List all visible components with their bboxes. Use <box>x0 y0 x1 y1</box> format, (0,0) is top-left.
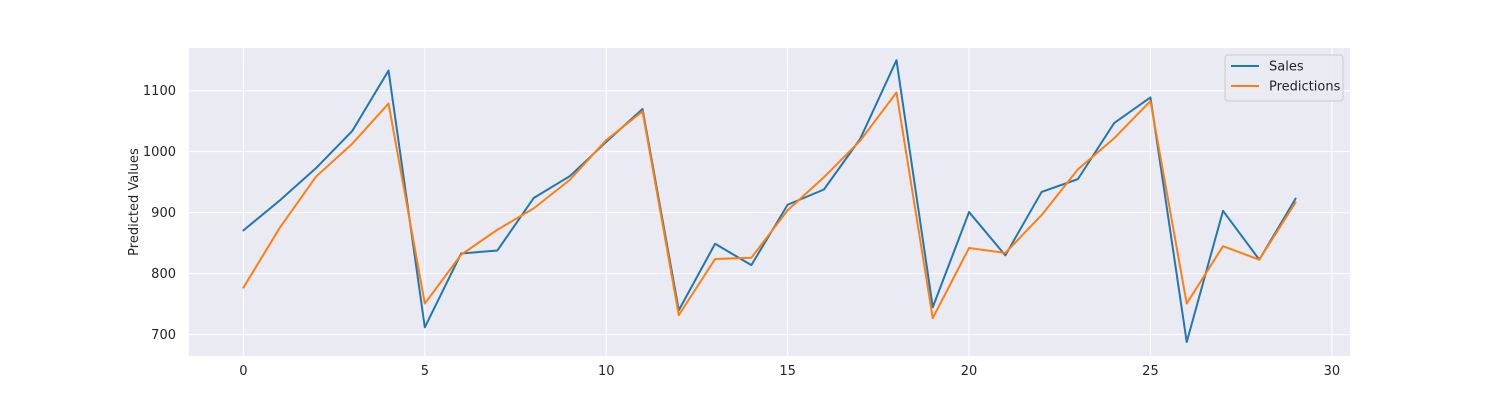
legend: Sales Predictions <box>1224 54 1344 102</box>
x-tick-label: 20 <box>961 364 978 379</box>
y-axis-ticks: 700 800 900 1000 1100 <box>143 84 176 343</box>
series-layer <box>242 59 1297 343</box>
x-axis-ticks: 0 5 10 15 20 25 30 <box>239 364 1340 379</box>
y-tick-label: 1000 <box>143 145 176 160</box>
x-tick-label: 0 <box>239 364 247 379</box>
legend-label-predictions: Predictions <box>1269 80 1341 95</box>
y-tick-label: 1100 <box>143 84 176 99</box>
series-line-predictions <box>242 91 1297 320</box>
y-tick-label: 700 <box>151 328 176 343</box>
plot-area <box>189 48 1350 356</box>
x-tick-label: 5 <box>421 364 429 379</box>
legend-label-sales: Sales <box>1269 60 1304 75</box>
y-axis-label: Predicted Values <box>127 148 142 256</box>
x-tick-label: 25 <box>1142 364 1159 379</box>
x-tick-label: 10 <box>598 364 615 379</box>
y-tick-label: 900 <box>151 206 176 221</box>
x-tick-label: 15 <box>779 364 796 379</box>
x-tick-label: 30 <box>1324 364 1341 379</box>
y-tick-label: 800 <box>151 267 176 282</box>
